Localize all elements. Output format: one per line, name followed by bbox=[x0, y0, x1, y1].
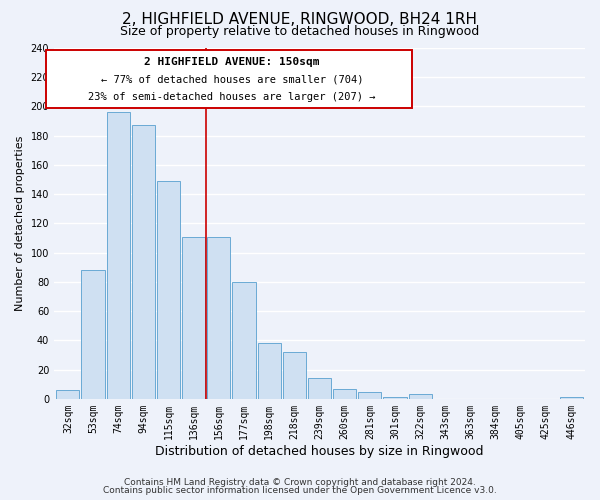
Bar bbox=[82, 270, 104, 399]
Bar bbox=[56, 390, 79, 399]
Bar bbox=[257, 344, 281, 399]
Bar bbox=[333, 388, 356, 399]
Bar bbox=[182, 236, 205, 399]
Bar bbox=[107, 112, 130, 399]
Bar bbox=[207, 236, 230, 399]
Text: Contains public sector information licensed under the Open Government Licence v3: Contains public sector information licen… bbox=[103, 486, 497, 495]
Y-axis label: Number of detached properties: Number of detached properties bbox=[15, 136, 25, 311]
Bar bbox=[383, 398, 407, 399]
Text: 2 HIGHFIELD AVENUE: 150sqm: 2 HIGHFIELD AVENUE: 150sqm bbox=[144, 58, 320, 68]
Bar bbox=[157, 181, 180, 399]
Bar bbox=[283, 352, 306, 399]
Text: ← 77% of detached houses are smaller (704): ← 77% of detached houses are smaller (70… bbox=[101, 75, 363, 85]
Text: 2, HIGHFIELD AVENUE, RINGWOOD, BH24 1RH: 2, HIGHFIELD AVENUE, RINGWOOD, BH24 1RH bbox=[122, 12, 478, 28]
Text: Contains HM Land Registry data © Crown copyright and database right 2024.: Contains HM Land Registry data © Crown c… bbox=[124, 478, 476, 487]
Text: Size of property relative to detached houses in Ringwood: Size of property relative to detached ho… bbox=[121, 25, 479, 38]
FancyBboxPatch shape bbox=[46, 50, 412, 108]
Bar bbox=[132, 126, 155, 399]
Bar bbox=[358, 392, 382, 399]
Bar bbox=[560, 398, 583, 399]
Bar bbox=[409, 394, 432, 399]
Bar bbox=[232, 282, 256, 399]
Bar bbox=[308, 378, 331, 399]
Text: 23% of semi-detached houses are larger (207) →: 23% of semi-detached houses are larger (… bbox=[88, 92, 376, 102]
X-axis label: Distribution of detached houses by size in Ringwood: Distribution of detached houses by size … bbox=[155, 444, 484, 458]
